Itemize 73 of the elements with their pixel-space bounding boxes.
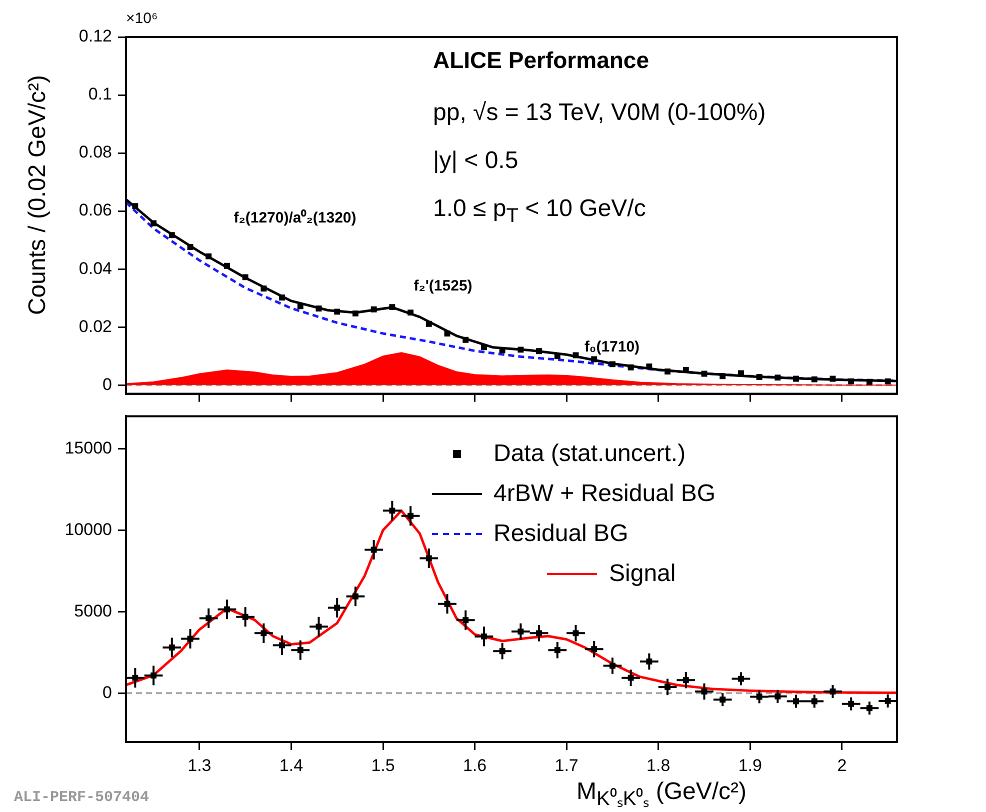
- x-tick-label: 1.3: [188, 756, 212, 775]
- point: [830, 376, 836, 382]
- y-tick-label: 0: [102, 374, 112, 394]
- x-axis-title: M$_{K⁰ₛK⁰ₛ}$ (GeV/c²): [576, 778, 747, 810]
- text: ALI-PERF-507404: [14, 789, 150, 806]
- annotation: 1.0 ≤ p$_{T}$ < 10 GeV/c: [433, 195, 646, 227]
- point: [866, 378, 872, 385]
- point: [756, 374, 762, 380]
- point: [572, 352, 579, 358]
- point: [187, 244, 194, 250]
- point: [389, 304, 396, 310]
- point: [793, 376, 800, 382]
- point: [150, 220, 157, 226]
- point: [774, 374, 781, 381]
- point: [609, 361, 616, 368]
- point: [352, 310, 358, 316]
- legend-label: Data (stat.uncert.): [494, 440, 686, 468]
- point: [884, 378, 891, 384]
- y-tick-label: 0.1: [88, 84, 112, 104]
- y-tick-label: 0.06: [78, 200, 112, 220]
- annotation: f₂'(1525): [414, 278, 472, 294]
- point: [297, 303, 304, 310]
- y-tick-label: 10000: [64, 520, 112, 539]
- point: [260, 286, 267, 292]
- y-axis-title: Counts / (0.02 GeV/c²): [24, 75, 51, 316]
- point: [499, 347, 506, 354]
- legend-label: Signal: [609, 560, 676, 588]
- point: [279, 294, 286, 300]
- x-tick-label: 1.6: [462, 756, 487, 775]
- point: [206, 253, 212, 260]
- y-tick-label: 15000: [64, 438, 112, 458]
- point: [426, 320, 432, 327]
- text: ×10⁶: [126, 10, 158, 27]
- annotation: pp, √s = 13 TeV, V0M (0-100%): [433, 99, 766, 126]
- y-tick-label: 5000: [74, 601, 112, 620]
- point: [408, 310, 414, 316]
- point: [811, 376, 818, 382]
- x-tick-label: 1.4: [279, 756, 304, 775]
- y-tick-label: 0.04: [78, 258, 112, 278]
- point: [132, 203, 138, 210]
- point: [536, 348, 542, 354]
- annotation: f₂(1270)/a⁰₂(1320): [234, 210, 356, 226]
- x-tick-label: 1.8: [646, 756, 670, 775]
- point: [664, 368, 671, 374]
- point: [628, 364, 634, 370]
- point: [848, 378, 854, 384]
- y-tick-label: 0.08: [78, 142, 112, 162]
- point: [646, 364, 652, 370]
- legend-label: Residual BG: [494, 520, 628, 548]
- point: [591, 356, 598, 362]
- x-tick-label: 1.9: [738, 756, 762, 775]
- point: [370, 306, 377, 312]
- point: [720, 373, 726, 380]
- y-tick-label: 0.02: [78, 316, 112, 336]
- point: [242, 274, 248, 280]
- x-tick-label: 1.7: [554, 756, 578, 775]
- y-tick-label: 0.12: [78, 26, 112, 46]
- annotation: f₀(1710): [584, 338, 640, 356]
- point: [316, 306, 322, 312]
- x-tick-label: 1.5: [371, 756, 395, 775]
- point: [480, 344, 487, 350]
- point: [444, 330, 450, 336]
- point: [462, 336, 469, 343]
- annotation: |y| < 0.5: [433, 147, 518, 174]
- point: [168, 232, 175, 238]
- annotation: ALICE Performance: [433, 47, 650, 73]
- y-tick-label: 0: [102, 682, 112, 702]
- point: [518, 346, 524, 353]
- legend-label: 4rBW + Residual BG: [494, 480, 716, 508]
- point: [334, 308, 340, 315]
- point: [701, 370, 708, 377]
- point: [224, 262, 230, 269]
- x-tick-label: 2: [837, 756, 847, 775]
